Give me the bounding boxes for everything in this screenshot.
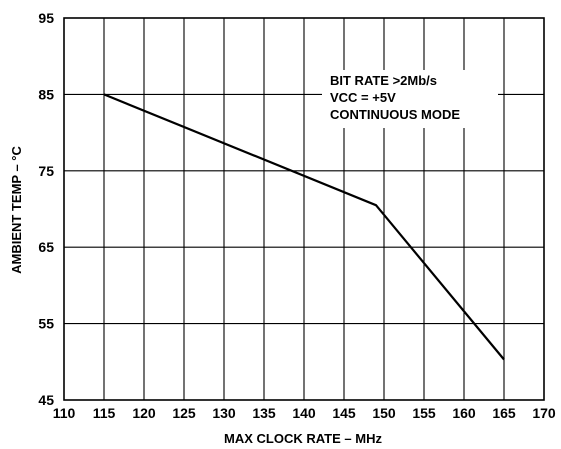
- annotation-mode: CONTINUOUS MODE: [330, 107, 460, 122]
- y-tick-label: 55: [38, 316, 54, 332]
- y-tick-labels: 45 55 65 75 85 95: [38, 10, 54, 408]
- annotation-vcc: VCC = +5V: [330, 90, 396, 105]
- x-tick-label: 145: [332, 405, 356, 421]
- x-tick-label: 140: [292, 405, 316, 421]
- plot-frame: [63, 17, 545, 401]
- x-tick-label: 160: [452, 405, 476, 421]
- series-group: [103, 93, 505, 361]
- x-axis-title: MAX CLOCK RATE – MHz: [224, 431, 382, 446]
- annotation-bit-rate: BIT RATE >2Mb/s: [330, 73, 437, 88]
- y-tick-label: 45: [38, 392, 54, 408]
- y-axis-title: AMBIENT TEMP – °C: [9, 146, 24, 274]
- x-tick-label: 110: [53, 405, 76, 421]
- x-tick-label: 120: [132, 405, 156, 421]
- annotation-box: [322, 70, 498, 128]
- y-tick-label: 85: [38, 86, 54, 102]
- y-tick-label: 95: [38, 10, 54, 26]
- x-tick-label: 130: [212, 405, 236, 421]
- x-tick-label: 135: [252, 405, 276, 421]
- x-tick-label: 150: [372, 405, 396, 421]
- x-tick-label: 125: [172, 405, 196, 421]
- x-tick-label: 155: [412, 405, 436, 421]
- x-tick-label: 115: [93, 405, 116, 421]
- gridlines: [64, 18, 544, 400]
- x-tick-label: 165: [492, 405, 516, 421]
- y-tick-label: 75: [38, 163, 54, 179]
- x-tick-labels: 110 115 120 125 130 135 140 145 150 155 160 165 170: [53, 405, 556, 421]
- y-tick-label: 65: [38, 239, 54, 255]
- x-tick-label: 170: [532, 405, 556, 421]
